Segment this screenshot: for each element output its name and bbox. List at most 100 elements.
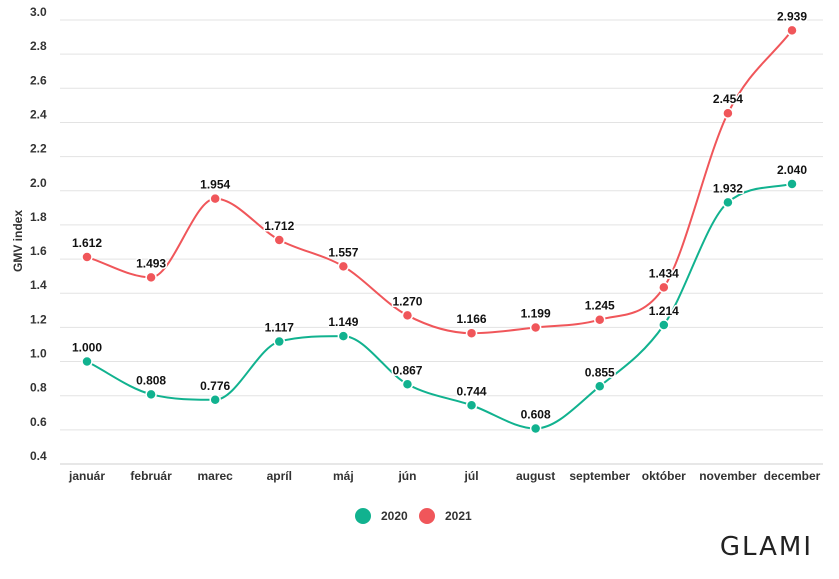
y-axis-label: GMV index <box>11 210 25 272</box>
data-label-halo: 1.166 <box>457 312 487 326</box>
data-label: 1.166 <box>457 312 487 326</box>
data-point <box>593 313 606 326</box>
x-tick-label: február <box>130 469 172 483</box>
y-tick-label: 1.6 <box>30 244 47 258</box>
data-label: 2.040 <box>777 163 807 177</box>
x-tick-label: december <box>764 469 821 483</box>
data-point <box>593 380 606 393</box>
x-tick-label: január <box>68 469 105 483</box>
data-label-halo: 1.270 <box>392 294 422 308</box>
x-tick-label: marec <box>197 469 233 483</box>
data-point <box>529 321 542 334</box>
data-label: 1.214 <box>649 304 679 318</box>
data-label-halo: 0.744 <box>457 384 487 398</box>
y-tick-label: 1.0 <box>30 347 47 361</box>
data-point <box>273 335 286 348</box>
data-label-halo: 1.712 <box>264 219 294 233</box>
data-label-halo: 1.117 <box>265 321 295 335</box>
x-tick-label: august <box>516 469 555 483</box>
data-point <box>81 251 93 263</box>
data-label: 2.939 <box>777 9 807 23</box>
y-tick-label: 1.4 <box>30 278 47 292</box>
x-tick-label: september <box>569 469 630 483</box>
data-label: 1.954 <box>200 178 230 192</box>
data-point <box>658 319 670 331</box>
data-label: 1.199 <box>521 307 551 321</box>
data-label: 1.434 <box>649 266 679 280</box>
data-label: 1.117 <box>265 321 295 335</box>
data-point <box>786 24 798 37</box>
x-tick-label: máj <box>333 469 354 483</box>
data-label: 1.557 <box>328 245 358 259</box>
data-label-halo: 1.557 <box>328 245 358 259</box>
data-point <box>529 422 542 435</box>
data-point <box>465 399 478 412</box>
data-label: 1.932 <box>713 181 743 195</box>
y-tick-label: 2.6 <box>30 73 47 87</box>
x-tick-label: apríl <box>267 469 292 483</box>
data-point <box>465 327 478 339</box>
legend-label: 2021 <box>445 509 472 523</box>
x-tick-label: jún <box>397 469 416 483</box>
series-line-2021 <box>86 29 793 335</box>
x-tick-label: október <box>642 469 686 483</box>
series-lines <box>86 29 793 430</box>
data-point <box>209 394 221 406</box>
data-label-halo: 0.855 <box>585 365 615 379</box>
y-tick-label: 1.2 <box>30 312 47 326</box>
x-tick-label: júl <box>464 469 479 483</box>
data-label-halo: 1.612 <box>72 236 102 250</box>
y-axis-ticks: 3.0 2.8 2.6 2.4 2.2 2.0 1.8 1.6 1.4 1.2 1.0 0.8 0.6 0… <box>30 5 47 463</box>
y-tick-label: 3.0 <box>30 5 47 19</box>
x-axis-ticks: január február marec apríl máj jún júl august se… <box>68 469 821 483</box>
data-label-halo: 0.867 <box>392 363 422 377</box>
data-label-halo: 0.608 <box>521 407 551 421</box>
data-point <box>145 271 157 284</box>
data-label-halo: 2.454 <box>713 92 743 106</box>
data-label: 1.000 <box>72 341 102 355</box>
data-label: 0.855 <box>585 365 615 379</box>
data-point <box>337 330 350 342</box>
data-point <box>401 309 414 322</box>
data-label-halo: 1.932 <box>713 181 743 195</box>
data-label-halo: 1.214 <box>649 304 679 318</box>
data-point <box>658 281 670 294</box>
data-label-halo: 1.245 <box>585 299 615 313</box>
data-label-halo: 1.954 <box>200 178 230 192</box>
data-label-halo: 2.040 <box>777 163 807 177</box>
data-label: 1.245 <box>585 299 615 313</box>
y-tick-label: 2.0 <box>30 176 47 190</box>
data-label: 2.454 <box>713 92 743 106</box>
data-label: 1.270 <box>392 294 422 308</box>
data-label-halo: 1.199 <box>521 307 551 321</box>
data-label: 1.612 <box>72 236 102 250</box>
data-label: 0.808 <box>136 373 166 387</box>
legend: 2020 2021 <box>355 508 472 524</box>
data-label: 0.776 <box>200 379 230 393</box>
data-point <box>401 378 414 391</box>
data-point <box>722 196 734 209</box>
y-tick-label: 2.4 <box>30 107 47 121</box>
data-label-halo: 0.808 <box>136 373 166 387</box>
data-point <box>273 234 286 246</box>
data-label-halo: 1.149 <box>328 315 358 329</box>
data-label: 0.608 <box>521 407 551 421</box>
data-points <box>81 24 798 435</box>
data-label: 1.712 <box>264 219 294 233</box>
legend-label: 2020 <box>381 509 408 523</box>
y-tick-label: 0.8 <box>30 381 47 395</box>
data-point <box>722 107 734 119</box>
y-tick-label: 0.4 <box>30 449 47 463</box>
y-tick-label: 2.8 <box>30 39 47 53</box>
data-label-halo: 1.493 <box>136 256 166 270</box>
data-label: 0.867 <box>392 363 422 377</box>
data-label-halo: 0.776 <box>200 379 230 393</box>
data-point <box>786 178 798 190</box>
data-label-halo: 2.939 <box>777 9 807 23</box>
data-point <box>337 260 350 273</box>
y-tick-label: 1.8 <box>30 210 47 224</box>
data-label: 0.744 <box>457 384 487 398</box>
